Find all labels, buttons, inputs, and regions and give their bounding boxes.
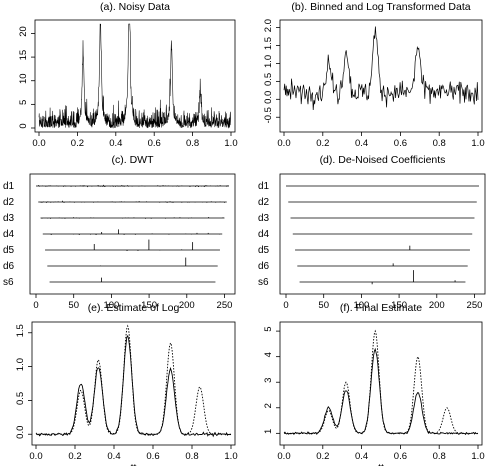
- level-label: d5: [258, 245, 270, 256]
- y-tick-label: 10: [18, 73, 29, 84]
- y-tick-label: 2: [263, 403, 274, 408]
- y-tick-label: 5: [263, 326, 274, 331]
- plot-frame: [34, 19, 236, 133]
- panel-a: (a). Noisy Data 0.0 0.2 0.4 0.6 0.8 1.0 0 5 10 15 2…: [18, 1, 238, 149]
- y-tick-label: 1.0: [15, 358, 26, 371]
- plot-frame: [31, 321, 236, 446]
- y-tick-label: 15: [18, 50, 29, 61]
- x-tick-label: 0: [33, 300, 38, 311]
- level-label: d1: [3, 181, 15, 192]
- y-tick-label: 2.0: [263, 19, 274, 32]
- x-tick-label: 1.0: [224, 138, 237, 149]
- plot-frame: [279, 173, 486, 295]
- y-tick-label: 1: [263, 429, 274, 434]
- y-tick-label: 0: [18, 123, 29, 128]
- x-tick-label: 100: [103, 300, 119, 311]
- y-tick-label: 3: [263, 378, 274, 383]
- y-tick-label: 1.0: [263, 55, 274, 68]
- x-tick-label: 0.4: [355, 451, 368, 462]
- x-tick-label: 0.0: [277, 138, 290, 149]
- chart-title: (a). Noisy Data: [100, 1, 170, 13]
- y-tick-label: 4: [263, 352, 274, 357]
- x-tick-label: 0.0: [29, 451, 42, 462]
- chart-title: (f). Final Estimate: [340, 302, 422, 314]
- x-tick-label: 1.0: [224, 451, 237, 462]
- chart-title: (c). DWT: [112, 154, 155, 166]
- level-label: d6: [3, 261, 15, 272]
- x-tick-label: 1.0: [471, 138, 484, 149]
- plot-frame: [279, 321, 483, 446]
- y-tick-label: -0.5: [263, 107, 274, 123]
- x-tick-label: 0.4: [107, 451, 120, 462]
- panel-f: (f). Final Estimate 0.0 0.2 0.4 0.6 0.8 1.0 1 2 3…: [263, 302, 485, 466]
- series-line-noisy: [38, 23, 232, 129]
- plot-frame: [279, 19, 483, 133]
- level-label: d6: [258, 261, 270, 272]
- y-tick-label: 20: [18, 26, 29, 37]
- x-tick-label: 0.2: [316, 138, 329, 149]
- level-label: d5: [3, 245, 15, 256]
- x-axis-label: tt: [378, 462, 384, 466]
- x-tick-label: 0.4: [355, 138, 368, 149]
- chart-title: (d). De-Noised Coefficients: [320, 154, 446, 166]
- x-tick-label: 0.8: [186, 138, 199, 149]
- y-tick-label: 1.5: [15, 324, 26, 337]
- level-label: d3: [258, 213, 270, 224]
- x-tick-label: 150: [141, 300, 157, 311]
- x-tick-label: 0.8: [185, 451, 198, 462]
- series-line-solid: [35, 334, 232, 438]
- series-line-dotted: [36, 324, 231, 435]
- y-tick-label: 5: [18, 100, 29, 105]
- chart-title: (b). Binned and Log Transformed Data: [291, 1, 470, 13]
- x-tick-label: 150: [391, 300, 407, 311]
- x-tick-label: 0.4: [109, 138, 122, 149]
- series-line-binned: [283, 26, 479, 111]
- level-label: s6: [3, 277, 14, 288]
- series-line-solid: [283, 347, 479, 436]
- x-axis-label: tt: [131, 462, 137, 466]
- plot-frame: [29, 173, 236, 295]
- x-tick-label: 0.0: [32, 138, 45, 149]
- x-tick-label: 200: [429, 300, 445, 311]
- y-tick-label: 0.5: [15, 392, 26, 405]
- level-label: d3: [3, 213, 15, 224]
- x-tick-label: 50: [68, 300, 79, 311]
- level-label: d2: [258, 197, 270, 208]
- series-line-dotted: [284, 329, 478, 434]
- x-tick-label: 0.6: [394, 138, 407, 149]
- level-label: d4: [3, 229, 15, 240]
- panel-c: (c). DWT 0 50 100 150 200 250 d1 d2 d3 d4 d5 d6 s6: [3, 154, 236, 311]
- x-tick-label: 0.6: [148, 138, 161, 149]
- panel-e: (e). Estimate of Log 0.0 0.2 0.4 0.6 0.8 1.0 0.…: [15, 302, 238, 466]
- y-tick-label: 0.5: [263, 73, 274, 86]
- x-tick-label: 200: [179, 300, 195, 311]
- x-tick-label: 100: [353, 300, 369, 311]
- chart-title: (e). Estimate of Log: [88, 302, 180, 314]
- x-tick-label: 0: [283, 300, 288, 311]
- x-tick-label: 0.6: [146, 451, 159, 462]
- y-tick-label: 0.0: [15, 426, 26, 439]
- y-tick-label: 0.0: [263, 91, 274, 104]
- x-tick-label: 0.8: [433, 451, 446, 462]
- x-tick-label: 250: [217, 300, 233, 311]
- level-label: s6: [258, 277, 269, 288]
- x-tick-label: 0.2: [316, 451, 329, 462]
- x-tick-label: 0.2: [71, 138, 84, 149]
- x-tick-label: 250: [467, 300, 483, 311]
- level-label: d1: [258, 181, 270, 192]
- x-tick-label: 50: [318, 300, 329, 311]
- x-tick-label: 0.8: [433, 138, 446, 149]
- x-tick-label: 1.0: [471, 451, 484, 462]
- panel-b: (b). Binned and Log Transformed Data 0.0 0…: [263, 1, 485, 149]
- level-label: d2: [3, 197, 15, 208]
- x-tick-label: 0.6: [394, 451, 407, 462]
- x-tick-label: 0.0: [277, 451, 290, 462]
- x-tick-label: 0.2: [68, 451, 81, 462]
- level-label: d4: [258, 229, 270, 240]
- panel-d: (d). De-Noised Coefficients 0 50 100 150 200 2…: [258, 154, 486, 311]
- y-tick-label: 1.5: [263, 37, 274, 50]
